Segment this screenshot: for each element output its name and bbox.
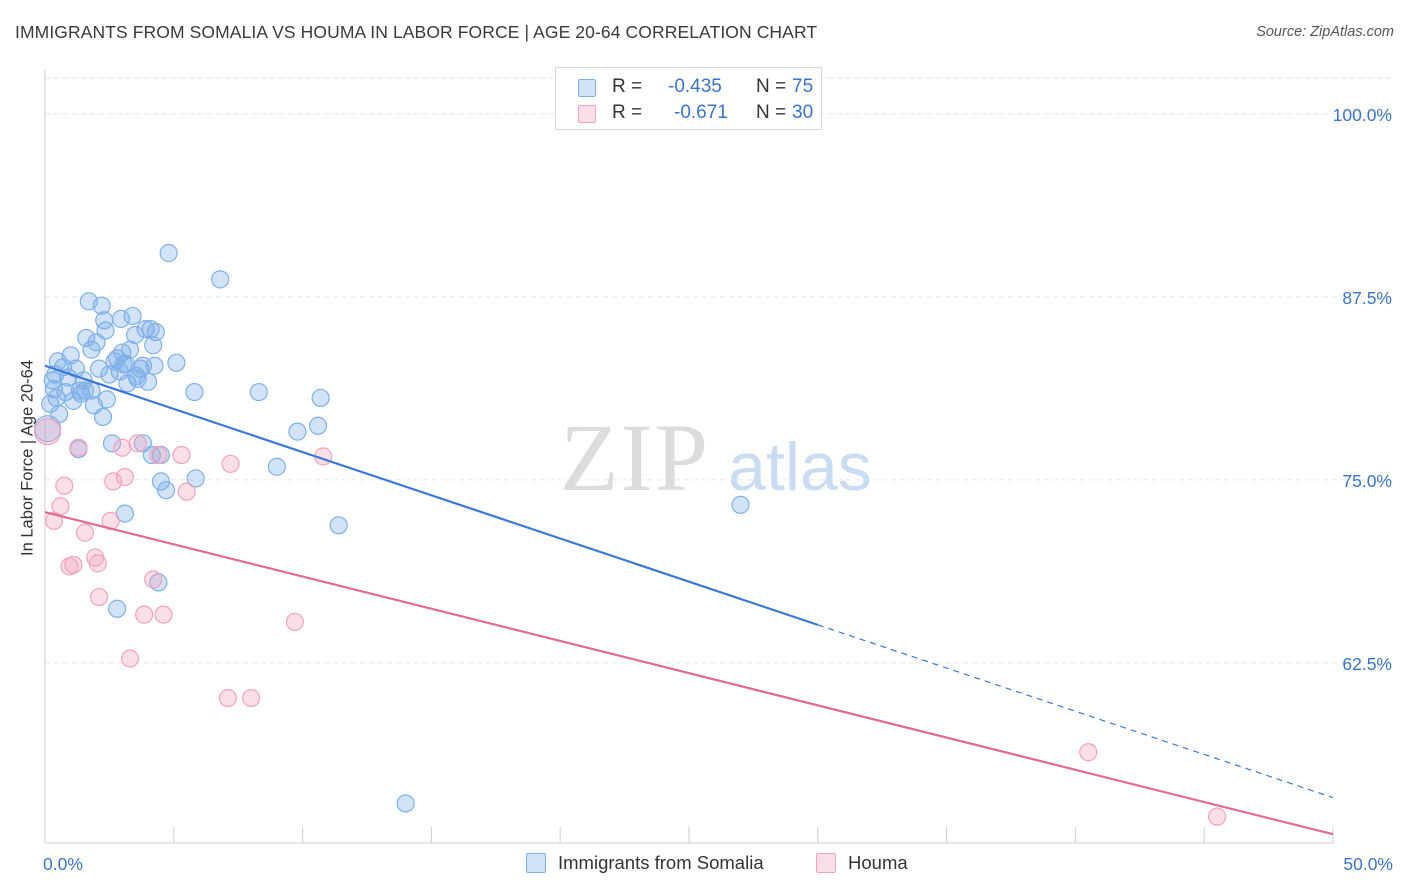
data-point (115, 504, 134, 523)
data-point (64, 555, 83, 574)
data-point (288, 422, 307, 441)
data-point (172, 445, 191, 465)
data-point (267, 457, 286, 476)
data-point (308, 416, 328, 435)
data-point (144, 570, 163, 589)
data-point (177, 482, 196, 501)
data-point (154, 605, 173, 624)
data-point (92, 296, 111, 315)
legend-label-houma: Houma (848, 852, 908, 873)
data-point (111, 309, 131, 328)
data-point (136, 320, 155, 339)
data-point (186, 469, 205, 488)
legend-n-label: N = (756, 102, 787, 123)
data-point (97, 390, 116, 409)
trend-line-somalia (44, 364, 819, 626)
data-point (75, 523, 95, 542)
y-tick-label: 75.0% (1342, 471, 1392, 491)
trend-line-houma (44, 511, 1334, 836)
data-point (149, 573, 168, 592)
y-tick-label: 62.5% (1342, 654, 1392, 674)
data-point (151, 472, 171, 491)
data-point (156, 481, 176, 500)
watermark-atlas: atlas (728, 429, 872, 505)
data-point (88, 554, 107, 573)
series-points-somalia (33, 243, 750, 813)
trend-lines (44, 364, 1334, 836)
data-point (128, 434, 147, 453)
data-point (108, 599, 127, 618)
data-point (89, 587, 109, 607)
y-tick-label: 100.0% (1333, 105, 1392, 125)
legend-swatch-somalia (526, 853, 546, 873)
legend-r-value: -0.671 (674, 102, 728, 123)
data-point (1079, 743, 1098, 762)
data-point (64, 391, 83, 410)
data-point (93, 407, 113, 427)
data-point (70, 381, 89, 400)
data-point (55, 476, 74, 495)
data-point (218, 688, 237, 708)
data-point (96, 321, 115, 340)
chart-title: IMMIGRANTS FROM SOMALIA VS HOUMA IN LABO… (15, 22, 818, 42)
axes (44, 70, 1334, 844)
data-point (285, 612, 304, 632)
data-point (311, 388, 330, 408)
trend-line-extension (817, 624, 1334, 799)
data-point (249, 382, 268, 402)
data-point (145, 356, 164, 375)
correlation-legend: R = -0.435 N = 75 R = -0.671 N = 30 (555, 67, 822, 130)
data-point (167, 353, 186, 372)
data-point (69, 438, 88, 457)
data-point (731, 495, 750, 514)
series-points-houma (33, 418, 1227, 826)
data-point (135, 605, 154, 624)
y-axis-label: In Labor Force | Age 20-64 (18, 360, 37, 556)
data-point (89, 359, 109, 378)
data-point (149, 445, 168, 465)
legend-n-label: N = (756, 76, 787, 97)
data-point (159, 243, 178, 263)
gridlines (45, 77, 1395, 664)
data-point (146, 322, 165, 342)
data-point (211, 270, 230, 289)
data-point (138, 372, 158, 391)
data-point (113, 438, 132, 457)
x-tick-label: 50.0% (1343, 854, 1393, 874)
legend-r-label: R = (612, 102, 643, 123)
data-point (75, 381, 95, 400)
watermark: ZIP atlas (560, 404, 872, 511)
data-point (33, 418, 62, 446)
data-point (77, 328, 96, 348)
data-point (104, 472, 123, 491)
data-point (120, 649, 140, 668)
data-point (221, 454, 240, 473)
data-point (102, 434, 122, 453)
data-point (51, 497, 70, 516)
data-points (33, 243, 1227, 826)
legend-n-value: 30 (792, 102, 814, 123)
legend-swatch-houma (816, 853, 836, 873)
data-point (1207, 807, 1227, 826)
data-point (241, 688, 261, 708)
legend-r-value: -0.435 (668, 76, 722, 97)
data-point (115, 467, 134, 487)
legend-r-label: R = (612, 76, 643, 97)
source-label: Source: ZipAtlas.com (1256, 24, 1394, 40)
data-point (185, 382, 204, 402)
data-point (396, 794, 415, 813)
data-point (123, 306, 142, 326)
tick-labels: 62.5% 75.0% 87.5% 100.0% 0.0% 50.0% (43, 105, 1393, 874)
y-tick-label: 87.5% (1342, 288, 1392, 308)
data-point (329, 516, 348, 535)
watermark-zip: ZIP (560, 404, 710, 511)
x-tick-label: 0.0% (43, 854, 83, 874)
legend-label-somalia: Immigrants from Somalia (558, 852, 764, 873)
legend-n-value: 75 (792, 76, 814, 97)
legend-swatch-somalia (578, 79, 596, 97)
legend-swatch-houma (578, 105, 596, 123)
